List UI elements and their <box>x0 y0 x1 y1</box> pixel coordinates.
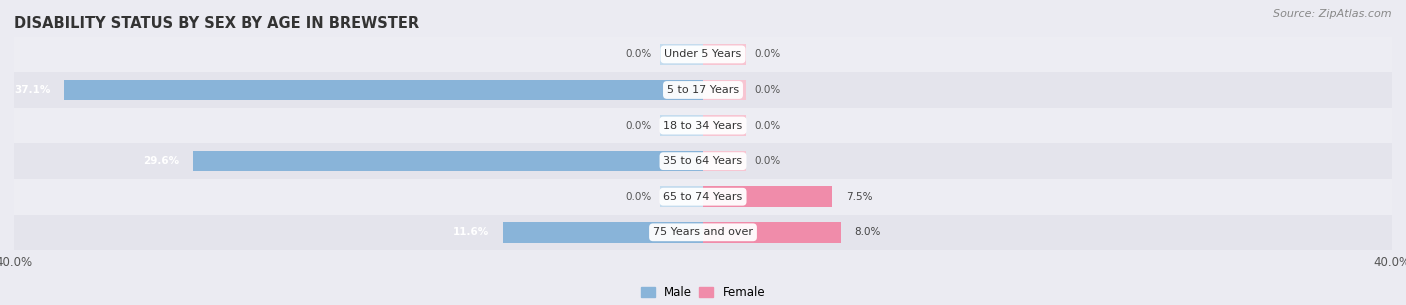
Bar <box>659 186 703 207</box>
Bar <box>703 115 747 136</box>
Bar <box>503 222 703 243</box>
Bar <box>14 108 1392 143</box>
Bar <box>14 179 1392 214</box>
Text: 35 to 64 Years: 35 to 64 Years <box>664 156 742 166</box>
Bar <box>65 80 703 100</box>
Text: 8.0%: 8.0% <box>855 227 882 237</box>
Bar <box>659 115 703 136</box>
Text: 0.0%: 0.0% <box>755 120 780 131</box>
Bar <box>703 44 747 65</box>
Text: 5 to 17 Years: 5 to 17 Years <box>666 85 740 95</box>
Bar <box>659 44 703 65</box>
Bar <box>703 222 841 243</box>
Text: 37.1%: 37.1% <box>14 85 51 95</box>
Bar <box>14 72 1392 108</box>
Text: 0.0%: 0.0% <box>626 49 651 59</box>
Bar <box>703 186 832 207</box>
Text: 7.5%: 7.5% <box>846 192 873 202</box>
Text: 11.6%: 11.6% <box>453 227 489 237</box>
Text: 0.0%: 0.0% <box>755 156 780 166</box>
Text: 0.0%: 0.0% <box>755 49 780 59</box>
Text: 18 to 34 Years: 18 to 34 Years <box>664 120 742 131</box>
Text: DISABILITY STATUS BY SEX BY AGE IN BREWSTER: DISABILITY STATUS BY SEX BY AGE IN BREWS… <box>14 16 419 31</box>
Bar <box>703 151 747 171</box>
Text: 0.0%: 0.0% <box>626 192 651 202</box>
Text: 29.6%: 29.6% <box>143 156 180 166</box>
Text: 75 Years and over: 75 Years and over <box>652 227 754 237</box>
Bar <box>703 80 747 100</box>
Legend: Male, Female: Male, Female <box>636 282 770 304</box>
Text: Source: ZipAtlas.com: Source: ZipAtlas.com <box>1274 9 1392 19</box>
Bar <box>14 37 1392 72</box>
Text: 0.0%: 0.0% <box>626 120 651 131</box>
Text: Under 5 Years: Under 5 Years <box>665 49 741 59</box>
Text: 65 to 74 Years: 65 to 74 Years <box>664 192 742 202</box>
Text: 0.0%: 0.0% <box>755 85 780 95</box>
Bar <box>14 143 1392 179</box>
Bar <box>14 214 1392 250</box>
Bar <box>193 151 703 171</box>
